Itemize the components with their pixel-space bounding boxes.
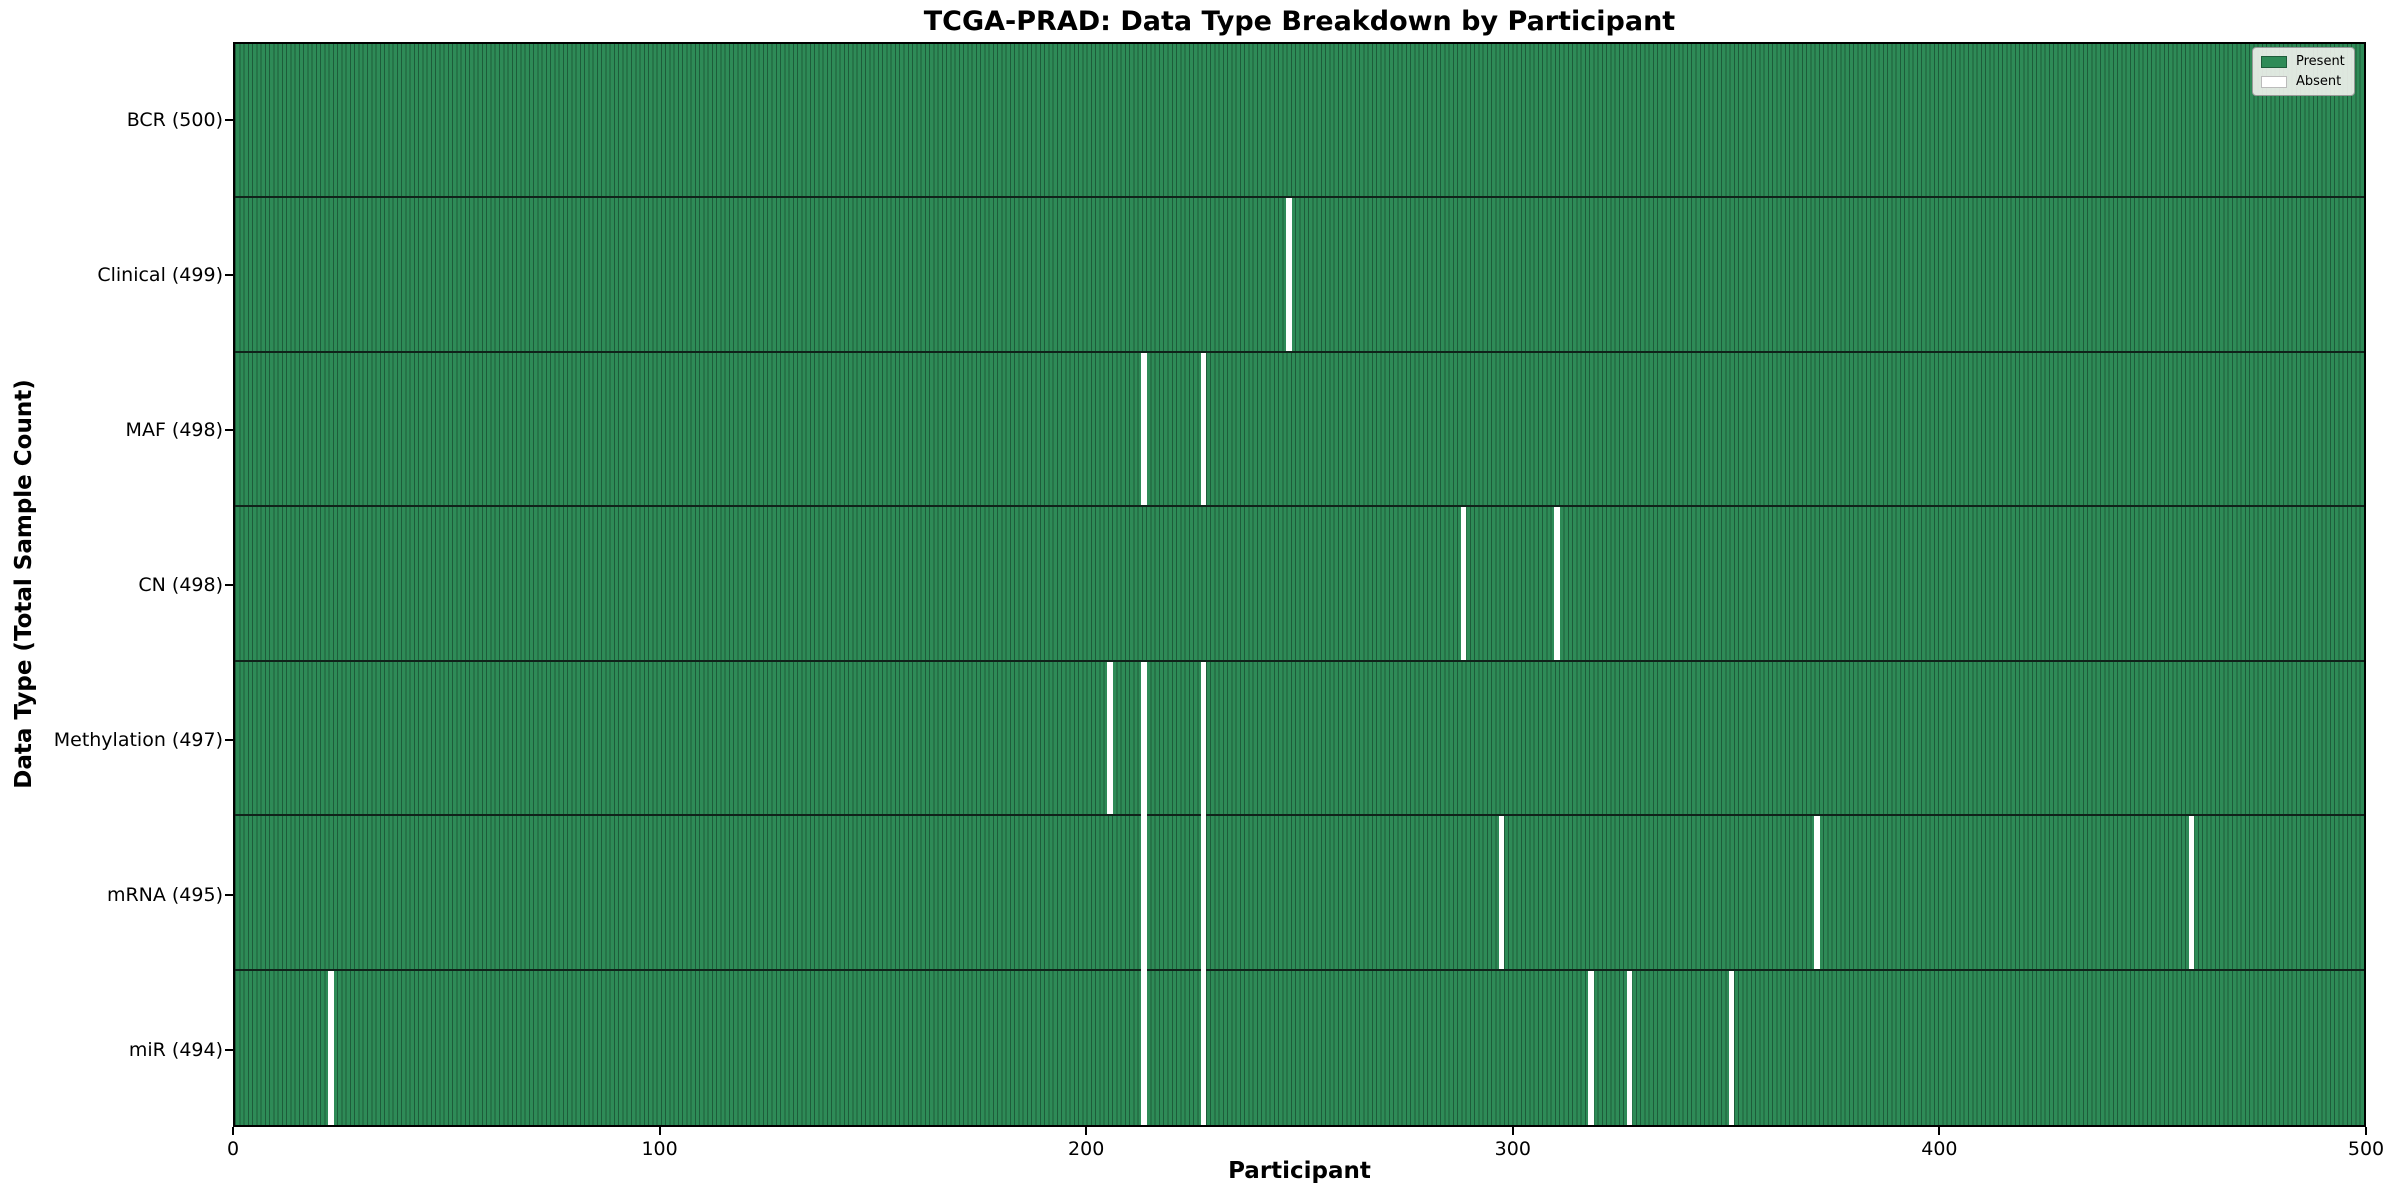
x-tick-mark bbox=[658, 1127, 661, 1135]
y-axis-label: Data Type (Total Sample Count) bbox=[11, 379, 37, 789]
y-tick-mark bbox=[225, 118, 233, 121]
y-tick-label: Methylation (497) bbox=[53, 728, 223, 751]
legend-swatch-icon bbox=[2261, 75, 2287, 88]
absent-gap bbox=[1728, 970, 1735, 1125]
y-tick-mark bbox=[225, 583, 233, 586]
legend-swatch-icon bbox=[2261, 55, 2287, 68]
absent-gap bbox=[1141, 816, 1147, 971]
absent-gap bbox=[1200, 970, 1207, 1125]
absent-gap bbox=[1200, 352, 1207, 506]
legend-entry-absent: Absent bbox=[2261, 74, 2345, 89]
absent-gap bbox=[1460, 507, 1467, 660]
legend: Present Absent bbox=[2252, 47, 2355, 96]
x-axis-label: Participant bbox=[1228, 1158, 1371, 1184]
row-band-CN bbox=[235, 507, 2364, 662]
x-tick-mark bbox=[1511, 1127, 1514, 1135]
x-tick-label: 200 bbox=[1068, 1138, 1105, 1160]
absent-gap bbox=[1499, 816, 1505, 969]
y-tick-label: Clinical (499) bbox=[97, 263, 223, 286]
y-tick-mark bbox=[225, 738, 233, 741]
absent-gap bbox=[328, 970, 334, 1125]
x-tick-label: 0 bbox=[226, 1138, 240, 1160]
absent-gap bbox=[1200, 816, 1207, 971]
chart-title: TCGA-PRAD: Data Type Breakdown by Partic… bbox=[923, 6, 1676, 37]
absent-gap bbox=[2188, 816, 2195, 969]
row-band-Clinical bbox=[235, 198, 2364, 353]
absent-gap bbox=[1141, 661, 1147, 817]
legend-label: Absent bbox=[2296, 74, 2342, 89]
x-tick-label: 400 bbox=[1921, 1138, 1958, 1160]
y-tick-label: CN (498) bbox=[138, 573, 223, 596]
legend-entry-present: Present bbox=[2261, 54, 2345, 69]
absent-gap bbox=[1107, 661, 1113, 815]
row-band-miR bbox=[235, 970, 2364, 1125]
y-tick-label: BCR (500) bbox=[126, 108, 223, 131]
row-band-BCR bbox=[235, 44, 2364, 199]
absent-gap bbox=[1141, 352, 1147, 506]
y-tick-mark bbox=[225, 1048, 233, 1051]
absent-gap bbox=[1141, 970, 1147, 1125]
y-tick-label: MAF (498) bbox=[125, 418, 223, 441]
y-tick-label: miR (494) bbox=[128, 1038, 223, 1061]
absent-gap bbox=[1588, 970, 1594, 1125]
legend-label: Present bbox=[2296, 54, 2345, 69]
absent-gap bbox=[1814, 816, 1820, 969]
x-tick-label: 500 bbox=[2347, 1138, 2385, 1160]
row-band-MAF bbox=[235, 352, 2364, 508]
x-tick-mark bbox=[1085, 1127, 1088, 1135]
absent-gap bbox=[1554, 507, 1560, 660]
x-tick-mark bbox=[2365, 1127, 2367, 1135]
row-band-Methylation bbox=[235, 661, 2364, 817]
y-tick-mark bbox=[225, 428, 233, 431]
row-band-mRNA bbox=[235, 816, 2364, 971]
y-tick-mark bbox=[225, 893, 233, 896]
x-tick-mark bbox=[232, 1127, 234, 1135]
x-tick-label: 300 bbox=[1494, 1138, 1531, 1160]
absent-gap bbox=[1626, 970, 1633, 1125]
absent-gap bbox=[1200, 661, 1207, 817]
x-tick-mark bbox=[1938, 1127, 1941, 1135]
x-tick-label: 100 bbox=[641, 1138, 678, 1160]
y-tick-mark bbox=[225, 273, 233, 276]
absent-gap bbox=[1286, 198, 1292, 351]
y-tick-label: mRNA (495) bbox=[106, 883, 223, 906]
plot-area bbox=[233, 42, 2366, 1127]
